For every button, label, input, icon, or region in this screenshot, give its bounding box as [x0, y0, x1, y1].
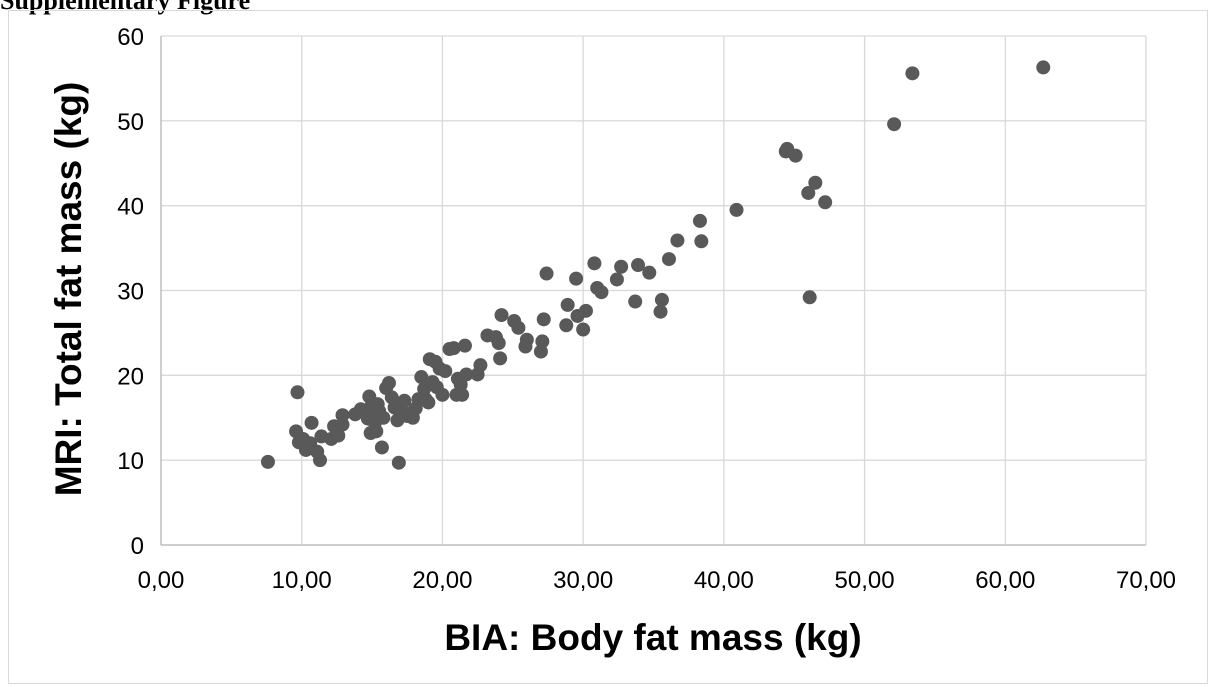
data-point	[628, 295, 642, 309]
data-point	[808, 176, 822, 190]
data-point	[290, 385, 304, 399]
data-point	[376, 411, 390, 425]
data-point	[458, 339, 472, 353]
data-point	[670, 233, 684, 247]
data-point	[694, 234, 708, 248]
x-axis-title: BIA: Body fat mass (kg)	[444, 617, 861, 658]
y-tick-label: 0	[131, 533, 144, 560]
data-point	[336, 418, 350, 432]
data-point	[520, 333, 534, 347]
data-point	[540, 267, 554, 281]
data-point	[614, 260, 628, 274]
x-tick-label: 0,00	[138, 567, 185, 594]
data-point	[642, 266, 656, 280]
data-point	[818, 195, 832, 209]
data-points	[261, 60, 1050, 469]
x-tick-label: 40,00	[694, 567, 754, 594]
data-point	[455, 388, 469, 402]
data-point	[495, 308, 509, 322]
x-tick-label: 70,00	[1116, 567, 1176, 594]
data-point	[803, 290, 817, 304]
data-point	[492, 336, 506, 350]
data-point	[537, 312, 551, 326]
x-tick-label: 30,00	[553, 567, 613, 594]
data-point	[569, 272, 583, 286]
data-point	[594, 285, 608, 299]
data-point	[473, 358, 487, 372]
data-point	[655, 293, 669, 307]
y-tick-label: 30	[117, 279, 144, 306]
x-tick-label: 20,00	[412, 567, 472, 594]
gridlines	[161, 36, 1146, 545]
y-tick-label: 10	[117, 448, 144, 475]
data-point	[305, 416, 319, 430]
data-point	[313, 453, 327, 467]
y-tick-label: 60	[117, 24, 144, 51]
data-point	[693, 214, 707, 228]
x-tick-label: 50,00	[835, 567, 895, 594]
y-tick-label: 40	[117, 194, 144, 221]
data-point	[789, 149, 803, 163]
x-tick-label: 10,00	[272, 567, 332, 594]
data-point	[610, 272, 624, 286]
data-point	[535, 334, 549, 348]
y-tick-label: 20	[117, 363, 144, 390]
data-point	[905, 66, 919, 80]
data-point	[579, 304, 593, 318]
data-point	[662, 252, 676, 266]
data-point	[261, 455, 275, 469]
data-point	[1036, 60, 1050, 74]
data-point	[730, 203, 744, 217]
data-point	[438, 364, 452, 378]
data-point	[561, 298, 575, 312]
data-point	[559, 318, 573, 332]
x-tick-labels: 0,00 10,00 20,00 30,00 40,00 50,00 60,00 70,00	[138, 567, 1176, 594]
data-point	[654, 305, 668, 319]
data-point	[587, 256, 601, 270]
data-point	[511, 321, 525, 335]
y-tick-labels: 0 10 20 30 40 50 60	[117, 24, 144, 560]
data-point	[435, 388, 449, 402]
data-point	[493, 351, 507, 365]
data-point	[421, 395, 435, 409]
x-tick-label: 60,00	[975, 567, 1035, 594]
y-axis-title: MRI: Total fat mass (kg)	[48, 82, 89, 497]
data-point	[369, 424, 383, 438]
data-point	[375, 440, 389, 454]
data-point	[382, 376, 396, 390]
y-tick-label: 50	[117, 109, 144, 136]
data-point	[392, 456, 406, 470]
data-point	[576, 323, 590, 337]
data-point	[887, 117, 901, 131]
